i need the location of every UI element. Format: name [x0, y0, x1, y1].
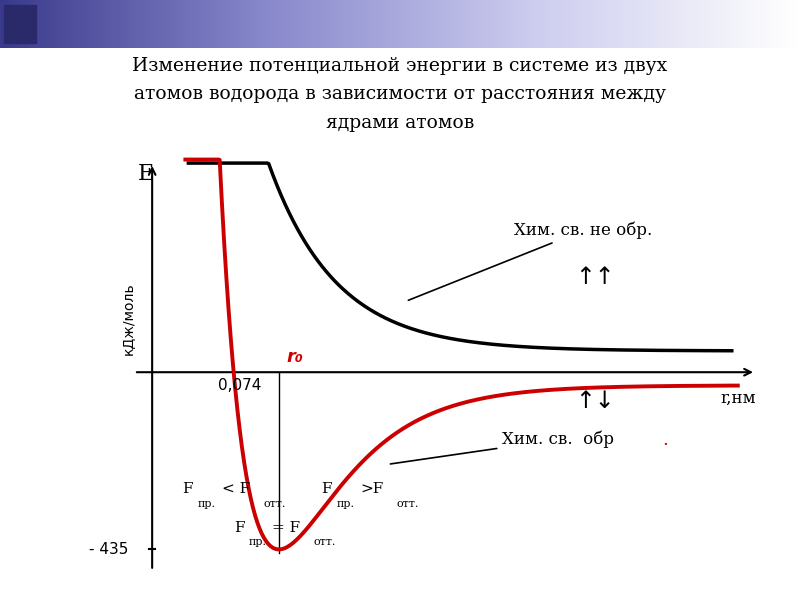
- Text: .: .: [662, 431, 668, 449]
- Text: Изменение потенциальной энергии в системе из двух: Изменение потенциальной энергии в систем…: [132, 57, 668, 75]
- Bar: [4, 5, 36, 43]
- Text: пр.: пр.: [336, 499, 354, 509]
- Text: кДж/моль: кДж/моль: [121, 283, 135, 355]
- Text: отт.: отт.: [264, 499, 286, 509]
- Text: r,нм: r,нм: [720, 390, 756, 407]
- Text: отт.: отт.: [397, 499, 419, 509]
- Text: < F: < F: [222, 482, 250, 496]
- Text: ↑↑: ↑↑: [574, 265, 614, 289]
- Text: Хим. св. не обр.: Хим. св. не обр.: [408, 221, 653, 300]
- Text: E: E: [138, 163, 154, 185]
- Text: пр.: пр.: [198, 499, 215, 509]
- Text: r₀: r₀: [286, 347, 303, 365]
- Text: 0,074: 0,074: [218, 378, 262, 393]
- Text: ядрами атомов: ядрами атомов: [326, 114, 474, 132]
- Text: F: F: [322, 482, 332, 496]
- Text: >F: >F: [361, 482, 384, 496]
- Text: = F: = F: [272, 521, 300, 535]
- Text: ↑↓: ↑↓: [574, 389, 614, 413]
- Text: пр.: пр.: [249, 537, 266, 547]
- Text: Хим. св.  обр: Хим. св. обр: [390, 431, 614, 464]
- Text: отт.: отт.: [314, 537, 336, 547]
- Text: F: F: [234, 521, 244, 535]
- Text: - 435: - 435: [89, 542, 128, 557]
- Text: атомов водорода в зависимости от расстояния между: атомов водорода в зависимости от расстоя…: [134, 85, 666, 103]
- Text: F: F: [182, 482, 193, 496]
